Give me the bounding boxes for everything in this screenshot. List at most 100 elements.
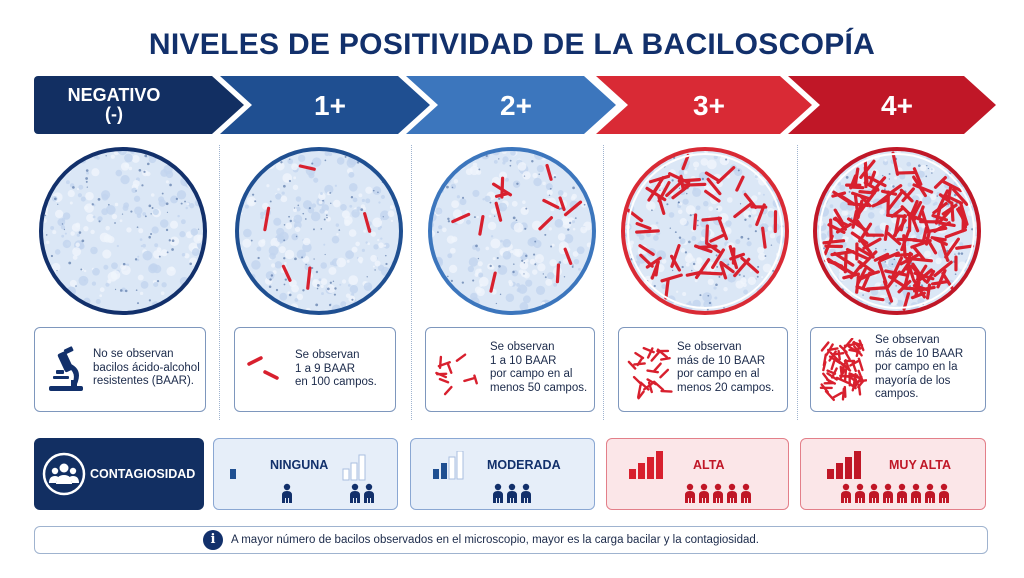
- level-label: 4+: [881, 89, 913, 121]
- column-divider: [219, 145, 220, 420]
- description-box-4plus: Se observan más de 10 BAAR por campo en la…: [810, 327, 986, 412]
- bacillus-mark: [943, 193, 964, 205]
- bacillus-mark: [849, 185, 865, 190]
- microscope-field-4plus: [812, 146, 982, 316]
- description-box-2plus: Se observan 1 a 10 BAAR por campo en al men…: [425, 327, 595, 412]
- bacillus-mark: [869, 296, 885, 302]
- bacillus-mark: [910, 264, 927, 283]
- bacilli-icon: [247, 356, 279, 380]
- bacillus-mark: [701, 216, 723, 222]
- bacillus-mark: [704, 171, 721, 183]
- bacillus-mark: [639, 253, 654, 268]
- bacillus-mark: [944, 237, 961, 259]
- bacillus-mark: [681, 153, 690, 171]
- bacillus-mark: [650, 260, 660, 280]
- column-divider: [603, 145, 604, 420]
- bacillus-mark: [912, 175, 927, 198]
- description-text: Se observan 1 a 10 BAAR por campo en al men…: [490, 341, 588, 394]
- bacillus-mark: [671, 184, 691, 200]
- column-divider: [411, 145, 412, 420]
- bacillus-mark: [660, 273, 683, 283]
- bacillus-mark: [542, 198, 560, 210]
- people-icon: [841, 483, 949, 503]
- bacillus-mark: [942, 180, 963, 193]
- bacillus-mark: [855, 246, 875, 259]
- level-label: 1+: [314, 89, 346, 121]
- bacillus-mark: [865, 286, 888, 291]
- bacillus-mark: [894, 252, 914, 257]
- description-box-3plus: Se observan más de 10 BAAR por campo en al…: [618, 327, 788, 412]
- bacillus-mark: [902, 292, 911, 311]
- microscope-field-negativo: [38, 146, 208, 316]
- level-label: NEGATIVO (-): [67, 85, 161, 124]
- bacillus-mark: [697, 271, 723, 276]
- bacillus-mark: [833, 208, 844, 223]
- bacillus-mark: [888, 184, 903, 195]
- bacillus-mark: [858, 222, 873, 243]
- bacillus-mark: [489, 271, 497, 293]
- bacillus-mark: [706, 177, 722, 196]
- bacillus-mark: [558, 196, 566, 212]
- description-text: Se observan 1 a 9 BAAR en 100 campos.: [295, 349, 377, 388]
- bacillus-mark: [635, 222, 652, 231]
- bacillus-mark: [694, 258, 711, 280]
- contagiousness-level-label: NINGUNA: [270, 458, 329, 472]
- bacillus-mark: [555, 263, 561, 284]
- bacillus-mark: [657, 180, 671, 203]
- bacillus-mark: [822, 239, 846, 245]
- bacillus-mark: [925, 230, 931, 246]
- level-arrow-1plus: 1+: [220, 76, 430, 134]
- bacillus-mark: [719, 260, 735, 274]
- bacillus-mark: [851, 209, 858, 229]
- bacillus-mark: [842, 272, 861, 280]
- person-icon: [282, 483, 292, 503]
- bacillus-mark: [729, 252, 746, 261]
- bacillus-mark: [716, 166, 736, 184]
- bar-chart-icon: [433, 451, 464, 480]
- bacillus-mark: [932, 201, 948, 215]
- level-arrow-negativo: NEGATIVO (-): [34, 76, 244, 134]
- bacillus-mark: [451, 212, 471, 224]
- bacillus-mark: [870, 176, 887, 194]
- microscope-icon: [49, 346, 83, 391]
- microscope-field-1plus: [234, 146, 404, 316]
- bacillus-mark: [912, 167, 923, 186]
- bacillus-mark: [855, 274, 861, 294]
- contagiousness-header-label: CONTAGIOSIDAD: [90, 467, 196, 481]
- bacillus-mark: [873, 252, 890, 262]
- bacillus-mark: [740, 256, 760, 274]
- bacillus-mark: [665, 181, 683, 197]
- info-icon: i: [203, 530, 223, 550]
- bacillus-mark: [858, 189, 876, 195]
- column-divider: [797, 145, 798, 420]
- microscope-field-3plus: [620, 146, 790, 316]
- bacillus-mark: [719, 262, 728, 280]
- bacillus-mark: [893, 215, 901, 237]
- bacillus-mark: [863, 160, 869, 184]
- bacillus-mark: [679, 174, 685, 192]
- bacillus-mark: [886, 231, 902, 246]
- bacilli-icon: [819, 338, 867, 402]
- people-group-icon: [42, 452, 86, 496]
- level-arrow-4plus: 4+: [788, 76, 996, 134]
- bacillus-mark: [298, 164, 316, 171]
- bacillus-mark: [306, 266, 312, 290]
- contagiousness-4plus: MUY ALTA: [800, 438, 986, 510]
- description-box-1plus: Se observan 1 a 9 BAAR en 100 campos.: [234, 327, 396, 412]
- bacillus-mark: [871, 198, 888, 208]
- bacillus-mark: [886, 213, 907, 219]
- footer-note: i A mayor número de bacilos observados e…: [34, 526, 988, 554]
- bacillus-mark: [916, 268, 933, 284]
- bacillus-mark: [911, 245, 926, 262]
- bar-chart-icon: [827, 451, 861, 479]
- bacillus-mark: [647, 183, 661, 202]
- bacillus-mark: [944, 228, 967, 239]
- bacillus-mark: [670, 254, 681, 272]
- bacillus-mark: [835, 222, 853, 234]
- bacillus-mark: [957, 206, 968, 229]
- contagiousness-level-label: MODERADA: [487, 458, 561, 472]
- bacillus-mark: [933, 176, 947, 189]
- contagiousness-header: CONTAGIOSIDAD: [34, 438, 204, 510]
- bacillus-mark: [882, 280, 894, 303]
- footer-note-text: A mayor número de bacilos observados en …: [231, 534, 759, 546]
